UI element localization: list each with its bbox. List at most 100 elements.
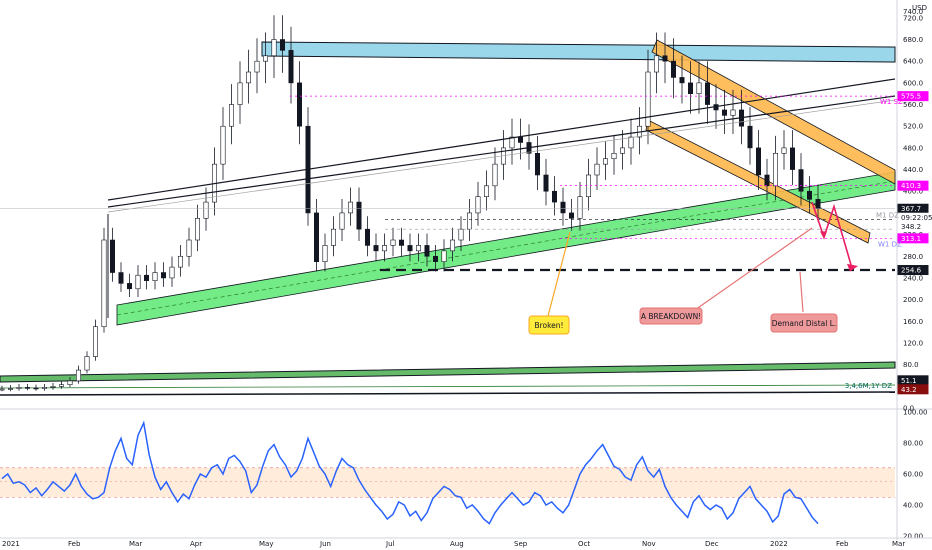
candle-body	[398, 239, 404, 246]
candle-body	[8, 388, 14, 390]
candle-body	[483, 185, 489, 197]
candle-body	[203, 201, 209, 219]
candle-body	[127, 283, 133, 290]
annotation-box	[528, 315, 570, 335]
candle-body	[220, 125, 226, 165]
candle-body	[101, 239, 107, 328]
candle-body	[84, 356, 90, 371]
x-tick-label: Feb	[68, 540, 81, 548]
rsi-band	[0, 467, 895, 498]
price-tag	[897, 384, 929, 395]
candle-body	[407, 245, 413, 252]
candle-body	[373, 245, 379, 252]
candle-body	[432, 255, 438, 262]
y-tick-label: 640.0	[903, 58, 923, 66]
candle-body	[730, 109, 736, 116]
candle-body	[50, 386, 56, 388]
long-term-demand-zone	[0, 361, 896, 383]
annotation-box	[770, 313, 838, 333]
candle-body	[186, 239, 192, 257]
y-tick-label: 440.0	[903, 166, 923, 174]
y-tick-label: 400.0	[903, 188, 923, 196]
candle-body	[339, 212, 345, 230]
candle-body	[789, 147, 795, 170]
candle-body	[237, 82, 243, 105]
annotation-box	[639, 307, 703, 325]
candle-body	[543, 174, 549, 192]
candle-body	[41, 387, 47, 389]
candle-body	[313, 212, 319, 262]
candle-body	[704, 82, 710, 105]
candle-body	[815, 199, 821, 209]
y-tick-label: 520.0	[903, 123, 923, 131]
candle-body	[296, 82, 302, 127]
candle-body	[577, 196, 583, 219]
long-term-support-line	[0, 391, 896, 396]
rising-channel-inner	[107, 99, 896, 213]
candle-body	[271, 39, 277, 57]
candle-body	[279, 39, 285, 51]
trendlines-layer	[0, 78, 896, 318]
x-tick-label: May	[259, 540, 273, 548]
candle-body	[611, 153, 617, 160]
candle-body	[178, 255, 184, 268]
price-tag	[897, 265, 929, 276]
candle-body	[254, 60, 260, 73]
annotations-layer: Broken! A BREAKDOWN! Demand Distal L.	[528, 227, 838, 335]
candle-body	[390, 239, 396, 246]
y-tick-label: 200.0	[903, 296, 923, 304]
candle-body	[330, 228, 336, 246]
candle-body	[161, 272, 167, 279]
rising-channel-lower	[107, 95, 896, 208]
candle-body	[195, 218, 201, 241]
candle-body	[152, 272, 158, 281]
candle-body	[415, 245, 421, 252]
distal-connector	[799, 271, 804, 313]
candle-body	[169, 266, 175, 279]
y-top-tick-label: 740.0	[903, 8, 923, 16]
annotation-label: A BREAKDOWN!	[641, 312, 701, 321]
price-tag-text: 348.2	[901, 223, 921, 231]
candle-body	[653, 55, 659, 73]
zone-label: W1 DZ	[878, 240, 902, 248]
candle-body	[135, 274, 141, 290]
demand-channel-midline	[116, 180, 896, 316]
candle-body	[93, 326, 99, 357]
price-axis: USD740.00.040.080.0120.0160.0200.0240.02…	[845, 0, 932, 541]
candle-body	[534, 153, 540, 176]
price-tag	[897, 91, 929, 102]
candle-body	[679, 77, 685, 84]
x-tick-label: Aug	[450, 540, 464, 548]
candle-body	[721, 109, 727, 116]
candle-body	[509, 136, 515, 149]
rsi-line	[1, 420, 819, 525]
y-tick-label: 680.0	[903, 36, 923, 44]
zone-label: M1 DZ	[876, 211, 899, 219]
zones-layer	[0, 39, 896, 396]
candle-body	[288, 50, 294, 84]
candle-body	[144, 274, 150, 281]
broken-connector	[547, 231, 571, 317]
x-tick-label: Nov	[642, 540, 656, 548]
candle-body	[33, 387, 39, 390]
projection-arrowhead-2	[820, 231, 827, 239]
candle-body	[441, 250, 447, 262]
demand-channel-zone	[116, 171, 896, 326]
candle-body	[364, 228, 370, 246]
x-tick-label: Apr	[190, 540, 202, 548]
x-tick-label: Oct	[578, 540, 590, 548]
dz-label: 3,4,6M,1Y DZ	[845, 382, 892, 390]
candle-body	[466, 212, 472, 230]
candle-body	[110, 239, 116, 273]
zone-label: W1 SZ	[880, 98, 903, 106]
candle-body	[764, 174, 770, 187]
candle-body	[492, 163, 498, 187]
x-tick-label: 2021	[2, 540, 20, 548]
candle-body	[347, 201, 353, 214]
rsi-tick-label: 20.00	[903, 533, 923, 541]
x-tick-label: Mar	[892, 540, 905, 548]
candle-body	[560, 201, 566, 214]
candle-body	[517, 136, 523, 143]
y-tick-label: 600.0	[903, 79, 923, 87]
x-tick-label: Mar	[129, 540, 142, 548]
